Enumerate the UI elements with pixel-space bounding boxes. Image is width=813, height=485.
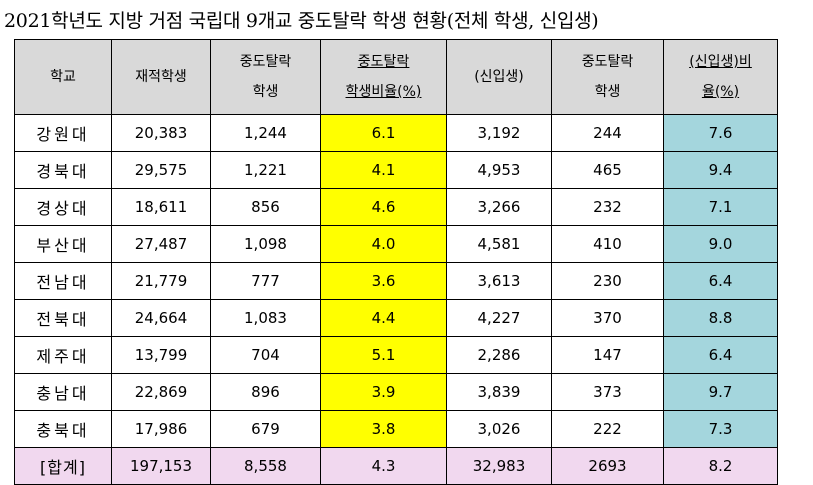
cell-freshmen-dropout: 2693 <box>551 447 664 485</box>
cell-dropout: 777 <box>210 262 321 300</box>
cell-school: [합계] <box>14 447 112 485</box>
table-row: 충북대 17,986 679 3.8 3,026 222 7.3 <box>14 410 778 448</box>
cell-dropout-rate: 4.1 <box>320 151 447 189</box>
cell-dropout: 896 <box>210 373 321 411</box>
cell-school: 경상대 <box>14 188 112 226</box>
cell-freshmen-dropout: 370 <box>551 299 664 337</box>
cell-dropout-rate: 4.3 <box>320 447 447 485</box>
cell-enrolled: 13,799 <box>111 336 211 374</box>
header-freshmen: (신입생) <box>446 39 552 115</box>
table-row: 강원대 20,383 1,244 6.1 3,192 244 7.6 <box>14 114 778 152</box>
header-school: 학교 <box>14 39 112 115</box>
cell-dropout-rate: 3.8 <box>320 410 447 448</box>
table-row: 경북대 29,575 1,221 4.1 4,953 465 9.4 <box>14 151 778 189</box>
cell-freshmen: 3,026 <box>446 410 552 448</box>
cell-freshmen-rate: 6.4 <box>663 336 778 374</box>
cell-dropout: 679 <box>210 410 321 448</box>
cell-freshmen: 4,227 <box>446 299 552 337</box>
cell-school: 강원대 <box>14 114 112 152</box>
table-row: 충남대 22,869 896 3.9 3,839 373 9.7 <box>14 373 778 411</box>
header-freshmen-dropout: 중도탈락 학생 <box>551 39 664 115</box>
cell-school: 전북대 <box>14 299 112 337</box>
table-row: 전북대 24,664 1,083 4.4 4,227 370 8.8 <box>14 299 778 337</box>
cell-dropout: 1,083 <box>210 299 321 337</box>
cell-freshmen-dropout: 244 <box>551 114 664 152</box>
header-dropout-rate: 중도탈락 학생비율(%) <box>320 39 447 115</box>
table-row: 전남대 21,779 777 3.6 3,613 230 6.4 <box>14 262 778 300</box>
header-enrolled: 재적학생 <box>111 39 211 115</box>
cell-freshmen: 32,983 <box>446 447 552 485</box>
cell-freshmen: 4,581 <box>446 225 552 263</box>
cell-school: 충남대 <box>14 373 112 411</box>
cell-freshmen: 3,839 <box>446 373 552 411</box>
header-freshmen-rate: (신입생)비 율(%) <box>663 39 778 115</box>
cell-dropout: 856 <box>210 188 321 226</box>
cell-freshmen-dropout: 410 <box>551 225 664 263</box>
cell-freshmen-dropout: 373 <box>551 373 664 411</box>
table-row: 제주대 13,799 704 5.1 2,286 147 6.4 <box>14 336 778 374</box>
cell-school: 제주대 <box>14 336 112 374</box>
cell-dropout-rate: 4.6 <box>320 188 447 226</box>
cell-school: 전남대 <box>14 262 112 300</box>
cell-dropout: 1,221 <box>210 151 321 189</box>
cell-dropout: 1,244 <box>210 114 321 152</box>
page-title: 2021학년도 지방 거점 국립대 9개교 중도탈락 학생 현황(전체 학생, … <box>4 10 599 32</box>
cell-enrolled: 197,153 <box>111 447 211 485</box>
cell-school: 부산대 <box>14 225 112 263</box>
cell-enrolled: 17,986 <box>111 410 211 448</box>
cell-enrolled: 27,487 <box>111 225 211 263</box>
cell-dropout: 1,098 <box>210 225 321 263</box>
cell-dropout-rate: 5.1 <box>320 336 447 374</box>
cell-enrolled: 18,611 <box>111 188 211 226</box>
cell-dropout: 704 <box>210 336 321 374</box>
cell-school: 경북대 <box>14 151 112 189</box>
header-row: 학교 재적학생 중도탈락 학생 중도탈락 학생비율(%) (신입생) 중도탈락 학생 … <box>14 39 778 115</box>
cell-freshmen: 3,613 <box>446 262 552 300</box>
header-dropout: 중도탈락 학생 <box>210 39 321 115</box>
cell-freshmen-rate: 8.8 <box>663 299 778 337</box>
cell-freshmen-rate: 6.4 <box>663 262 778 300</box>
cell-dropout-rate: 3.9 <box>320 373 447 411</box>
cell-enrolled: 21,779 <box>111 262 211 300</box>
cell-school: 충북대 <box>14 410 112 448</box>
cell-freshmen-rate: 8.2 <box>663 447 778 485</box>
cell-freshmen-rate: 7.6 <box>663 114 778 152</box>
dropout-table: 학교 재적학생 중도탈락 학생 중도탈락 학생비율(%) (신입생) 중도탈락 학생 … <box>14 39 778 485</box>
cell-freshmen-rate: 7.3 <box>663 410 778 448</box>
cell-freshmen-dropout: 465 <box>551 151 664 189</box>
cell-dropout: 8,558 <box>210 447 321 485</box>
cell-freshmen-rate: 9.7 <box>663 373 778 411</box>
cell-enrolled: 22,869 <box>111 373 211 411</box>
cell-freshmen-rate: 9.4 <box>663 151 778 189</box>
cell-dropout-rate: 4.4 <box>320 299 447 337</box>
cell-freshmen-dropout: 232 <box>551 188 664 226</box>
cell-freshmen: 3,192 <box>446 114 552 152</box>
table-row: 부산대 27,487 1,098 4.0 4,581 410 9.0 <box>14 225 778 263</box>
cell-enrolled: 29,575 <box>111 151 211 189</box>
cell-dropout-rate: 4.0 <box>320 225 447 263</box>
cell-freshmen: 3,266 <box>446 188 552 226</box>
table-row: 경상대 18,611 856 4.6 3,266 232 7.1 <box>14 188 778 226</box>
cell-freshmen-dropout: 147 <box>551 336 664 374</box>
cell-dropout-rate: 6.1 <box>320 114 447 152</box>
cell-freshmen-dropout: 222 <box>551 410 664 448</box>
cell-freshmen-rate: 7.1 <box>663 188 778 226</box>
cell-freshmen-dropout: 230 <box>551 262 664 300</box>
cell-enrolled: 20,383 <box>111 114 211 152</box>
cell-freshmen: 2,286 <box>446 336 552 374</box>
cell-freshmen-rate: 9.0 <box>663 225 778 263</box>
cell-freshmen: 4,953 <box>446 151 552 189</box>
total-row: [합계] 197,153 8,558 4.3 32,983 2693 8.2 <box>14 447 778 485</box>
cell-dropout-rate: 3.6 <box>320 262 447 300</box>
cell-enrolled: 24,664 <box>111 299 211 337</box>
